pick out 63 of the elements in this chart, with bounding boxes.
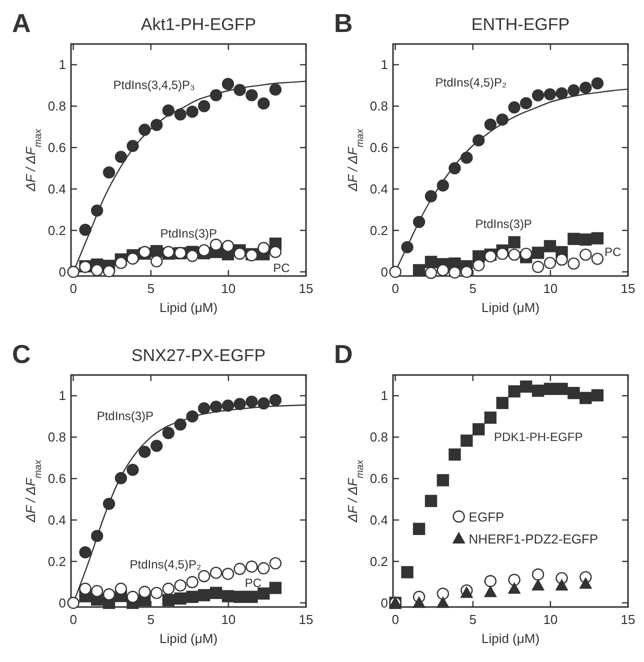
x-axis-title: Lipid (μM) (481, 631, 540, 646)
x-tick-label: 10 (221, 612, 236, 627)
chart-title: Akt1-PH-EGFP (140, 15, 256, 34)
x-tick-label: 0 (70, 281, 77, 296)
text: C (12, 339, 31, 369)
annotation: PC (604, 244, 622, 259)
annotation: PtdIns(4,5)P₂ (435, 76, 507, 90)
y-tick-label: 1 (58, 388, 66, 404)
x-tick-label: 5 (469, 612, 476, 627)
legend-label: EGFP (468, 510, 504, 525)
text: B (334, 8, 353, 38)
x-tick-label: 10 (221, 281, 236, 296)
y-tick-label: 0.4 (48, 182, 66, 196)
x-tick-label: 10 (543, 612, 558, 627)
x-tick-label: 0 (392, 612, 399, 627)
annotation: PC (273, 261, 290, 276)
annotation: PtdIns(3)P (475, 217, 532, 232)
annotation: PtdIns(3)P (96, 408, 154, 423)
y-tick-label: 0 (58, 595, 66, 610)
y-tick-label: 0.8 (370, 98, 388, 114)
y-tick-label: 1 (380, 57, 388, 72)
x-tick-label: 5 (147, 612, 154, 627)
x-axis-title: Lipid (μM) (159, 300, 218, 315)
y-tick-label: 0.2 (370, 554, 388, 569)
x-axis-title: Lipid (μM) (481, 300, 540, 315)
chart-title: SNX27-PX-EGFP (131, 346, 266, 365)
y-tick-label: 0.6 (370, 471, 388, 486)
x-tick-label: 15 (620, 281, 636, 296)
annotation: PtdIns(3)P (160, 226, 218, 240)
y-tick-label: 0.8 (370, 430, 388, 445)
y-tick-label: 0.4 (370, 512, 388, 528)
annotation: PtdIns(4,5)P₂ (130, 557, 202, 572)
x-tick-label: 10 (543, 281, 558, 296)
y-tick-label: 0 (58, 264, 66, 280)
x-tick-label: 0 (392, 281, 399, 296)
y-tick-label: 0.4 (370, 182, 388, 196)
legend-label: NHERF1-PDZ2-EGFP (468, 532, 598, 547)
x-tick-label: 5 (469, 281, 476, 296)
text: A (12, 8, 31, 38)
annotation: PDK1-PH-EGFP (494, 430, 583, 444)
x-axis-title: Lipid (μM) (159, 631, 218, 646)
y-tick-label: 1 (380, 388, 388, 404)
y-tick-label: 0.6 (48, 140, 66, 156)
x-tick-label: 15 (298, 612, 314, 627)
x-tick-label: 15 (620, 612, 636, 627)
y-tick-label: 0.8 (48, 430, 66, 445)
y-tick-label: 0.2 (48, 554, 66, 569)
annotation: PC (244, 576, 262, 590)
y-tick-label: 0.2 (370, 222, 388, 238)
chart-title: ENTH-EGFP (471, 15, 570, 34)
y-tick-label: 0 (380, 595, 388, 610)
annotation: PtdIns(3,4,5)P₃ (113, 78, 196, 92)
x-tick-label: 5 (147, 281, 154, 296)
x-tick-label: 15 (298, 281, 314, 296)
y-tick-label: 0.4 (48, 512, 66, 528)
y-tick-label: 0.6 (370, 140, 388, 156)
y-tick-label: 0.2 (48, 222, 66, 238)
y-tick-label: 0.6 (48, 471, 66, 486)
y-tick-label: 0.8 (48, 98, 66, 114)
y-tick-label: 0 (380, 264, 388, 280)
x-tick-label: 0 (70, 612, 77, 627)
y-tick-label: 1 (58, 57, 66, 72)
text: D (334, 339, 353, 369)
